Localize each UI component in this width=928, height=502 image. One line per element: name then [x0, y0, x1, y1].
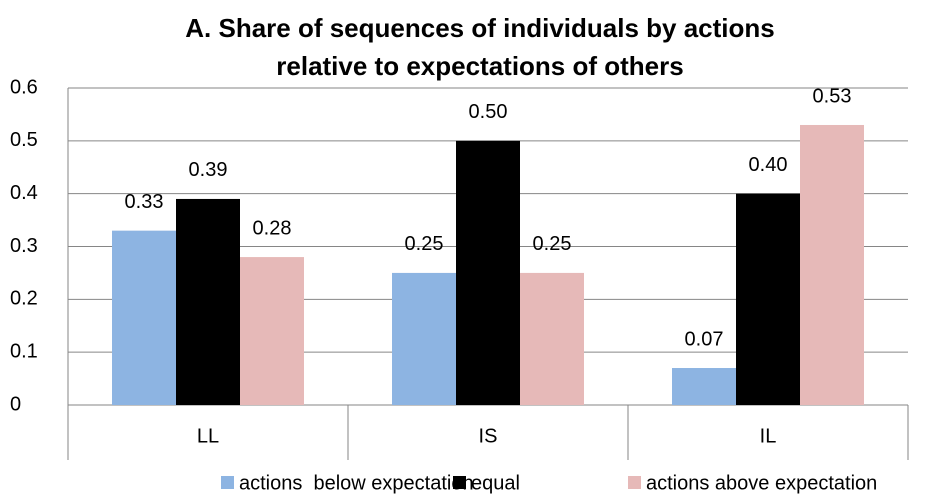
y-tick-label: 0.3 — [10, 235, 38, 257]
data-label: 0.50 — [469, 101, 508, 123]
legend-label: actions above expectation — [646, 472, 877, 494]
legend-label: actions below expectation — [239, 472, 474, 494]
bar — [672, 368, 736, 405]
legend-swatch — [453, 476, 466, 489]
data-label: 0.25 — [405, 233, 444, 255]
data-label: 0.28 — [253, 217, 292, 239]
bar — [736, 193, 800, 405]
y-tick-label: 0.2 — [10, 288, 38, 310]
y-tick-label: 0.4 — [10, 182, 38, 204]
x-tick-label: IS — [479, 425, 498, 447]
legend-swatch — [628, 476, 641, 489]
data-label: 0.25 — [533, 233, 572, 255]
y-tick-label: 0.1 — [10, 340, 38, 362]
bar — [520, 272, 584, 405]
legend-label: equal — [471, 472, 520, 494]
data-label: 0.53 — [813, 85, 852, 107]
data-label: 0.33 — [125, 191, 164, 213]
bar — [176, 198, 240, 405]
x-tick-label: IL — [760, 425, 777, 447]
bar — [800, 124, 864, 405]
bar — [456, 140, 520, 406]
bar — [112, 230, 176, 405]
chart-title: relative to expectations of others — [276, 51, 683, 81]
data-label: 0.40 — [749, 154, 788, 176]
data-label: 0.07 — [685, 328, 724, 350]
y-tick-label: 0.5 — [10, 129, 38, 151]
x-tick-label: LL — [197, 425, 219, 447]
legend-swatch — [221, 476, 234, 489]
chart-title: A. Share of sequences of individuals by … — [185, 13, 774, 43]
bar — [240, 257, 304, 405]
data-label: 0.39 — [189, 159, 228, 181]
y-tick-label: 0.6 — [10, 76, 38, 98]
y-tick-label: 0 — [10, 393, 21, 415]
bar — [392, 272, 456, 405]
